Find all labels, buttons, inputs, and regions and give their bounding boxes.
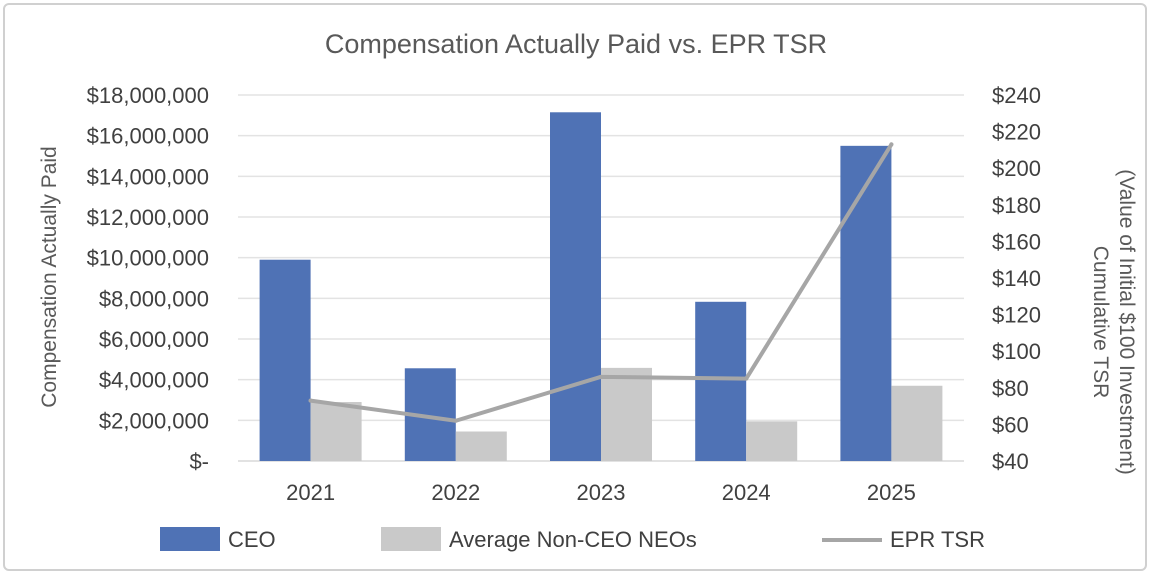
tsr-point (308, 398, 313, 403)
ceo-bar (840, 145, 892, 462)
legend-label: EPR TSR (890, 527, 985, 552)
y2-tick-label: $200 (992, 156, 1041, 181)
y-axis-right-ticks: $40 $60 $80 $100 $120 $140 $160 $180 $200 $220 $24… (992, 83, 1041, 474)
non-ceo-bar (601, 367, 652, 461)
tsr-point (599, 374, 603, 379)
y-axis-right-label: Cumulative TSR (Value of Initial $100 Inv… (1089, 169, 1138, 474)
legend-label: Average Non-CEO NEOs (449, 527, 697, 552)
legend-swatch-ceo (160, 527, 220, 551)
x-tick-label: 2024 (722, 480, 771, 505)
tsr-point (453, 418, 458, 423)
y2-tick-label: $80 (992, 376, 1029, 401)
y-tick-label: $- (189, 449, 209, 474)
x-tick-label: 2021 (286, 480, 335, 505)
ceo-bar (550, 112, 601, 462)
bars (259, 112, 943, 462)
non-ceo-bar (746, 421, 798, 461)
tsr-point (889, 142, 894, 147)
y2-tick-label: $240 (992, 83, 1041, 108)
x-tick-label: 2022 (431, 480, 480, 505)
legend-label: CEO (228, 527, 276, 552)
y2-tick-label: $120 (992, 303, 1041, 328)
x-tick-label: 2025 (867, 480, 916, 505)
legend: CEO Average Non-CEO NEOs EPR TSR (160, 527, 985, 552)
y-tick-label: $12,000,000 (87, 205, 209, 230)
non-ceo-bar (891, 385, 943, 461)
y-tick-label: $6,000,000 (99, 327, 209, 352)
y2-tick-label: $100 (992, 339, 1041, 364)
x-tick-label: 2023 (577, 480, 626, 505)
y-axis-label: Compensation Actually Paid (38, 146, 61, 408)
y2-tick-label: $180 (992, 193, 1041, 218)
y-tick-label: $14,000,000 (87, 164, 209, 189)
tsr-point (744, 376, 749, 381)
y-tick-label: $16,000,000 (87, 124, 209, 149)
y-tick-label: $10,000,000 (87, 246, 209, 271)
y2-tick-label: $160 (992, 229, 1041, 254)
non-ceo-bar (310, 402, 362, 461)
y2-tick-label: $40 (992, 449, 1029, 474)
y2-label-line: (Value of Initial $100 Investment) (1115, 169, 1138, 474)
chart-title: Compensation Actually Paid vs. EPR TSR (325, 29, 827, 59)
y2-tick-label: $60 (992, 412, 1029, 437)
y-tick-label: $8,000,000 (99, 286, 209, 311)
legend-swatch-non-ceo (381, 527, 441, 551)
y2-tick-label: $220 (992, 120, 1041, 145)
non-ceo-bar (455, 431, 507, 461)
x-axis-ticks: 2021 2022 2023 2024 2025 (286, 480, 916, 505)
y2-tick-label: $140 (992, 266, 1041, 291)
y2-label-line: Cumulative TSR (1089, 246, 1112, 399)
tsr-line-layer (308, 142, 894, 423)
y-axis-left-ticks: $- $2,000,000 $4,000,000 $6,000,000 $8,000,0… (87, 83, 209, 474)
ceo-bar (695, 301, 747, 461)
ceo-bar (259, 259, 311, 461)
y-tick-label: $2,000,000 (99, 408, 209, 433)
y-tick-label: $18,000,000 (87, 83, 209, 108)
y-tick-label: $4,000,000 (99, 368, 209, 393)
